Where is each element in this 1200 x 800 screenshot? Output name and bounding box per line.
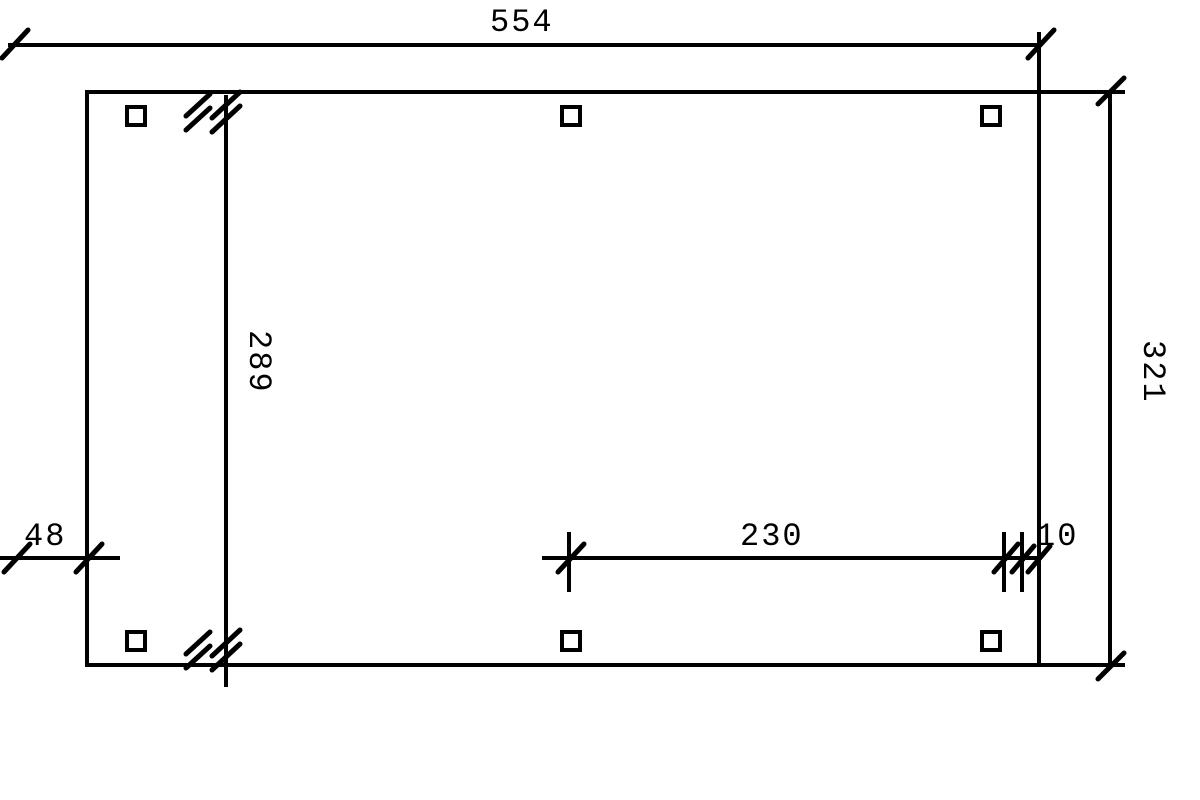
dim-inner-v-value: 289	[240, 330, 277, 394]
arrows-svg	[0, 0, 1200, 800]
technical-drawing: 554 321 289 230 48 10	[0, 0, 1200, 800]
ih-arrow-left	[558, 544, 584, 572]
dim-top-value: 554	[490, 4, 554, 41]
iv-arrow-bot1	[212, 630, 240, 656]
post	[560, 630, 582, 652]
right-arrow-bot	[1098, 653, 1124, 679]
right-arrow-top	[1098, 78, 1124, 104]
top-arrow-left	[2, 30, 28, 58]
top-arrow-right	[1028, 30, 1054, 58]
post	[125, 630, 147, 652]
dim-left48-value: 48	[24, 518, 66, 555]
post	[980, 105, 1002, 127]
post	[560, 105, 582, 127]
iv-arrow-top2	[212, 106, 240, 132]
dim-right10-value: 10	[1036, 518, 1078, 555]
dim-inner-h-value: 230	[740, 518, 804, 555]
iv-arrow-top1	[212, 92, 240, 118]
d48-arrow-right	[76, 544, 102, 572]
post	[125, 105, 147, 127]
dim-right-value: 321	[1134, 340, 1171, 404]
iv-arrow-bot2	[212, 644, 240, 670]
post	[980, 630, 1002, 652]
